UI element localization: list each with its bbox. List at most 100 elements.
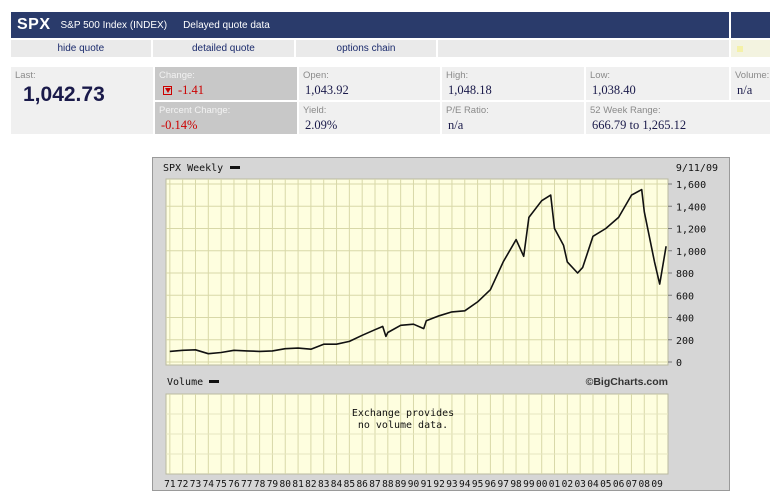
options-chain-link[interactable]: options chain [296, 40, 436, 57]
delay-note: Delayed quote data [183, 19, 270, 31]
high-cell: High: 1,048.18 [442, 67, 584, 100]
x-tick-label: 07 [626, 479, 637, 490]
price-chart-svg: SPX Weekly 9/11/09 1,600 1,400 1,200 1,000 8… [153, 158, 729, 490]
header-bar-extension [731, 12, 770, 38]
x-tick-label: 05 [600, 479, 611, 490]
y-tick-label: 600 [676, 291, 694, 302]
x-tick-label: 96 [485, 479, 497, 490]
x-tick-label: 92 [433, 479, 444, 490]
percent-change-cell: Percent Change: -0.14% [155, 102, 297, 134]
low-label: Low: [590, 70, 611, 81]
percent-change-label: Percent Change: [159, 105, 231, 116]
nav-marker [737, 46, 743, 52]
x-tick-label: 73 [190, 479, 201, 490]
y-tick-label: 1,400 [676, 202, 706, 213]
x-tick-label: 02 [562, 479, 573, 490]
range-to: to [629, 118, 640, 132]
volume-title: Volume [167, 377, 203, 388]
x-tick-label: 86 [356, 479, 368, 490]
last-price-cell: Last: 1,042.73 [11, 67, 153, 134]
range-cell: 52 Week Range: 666.79 to 1,265.12 [586, 102, 770, 134]
range-label: 52 Week Range: [590, 105, 661, 116]
x-tick-label: 98 [510, 479, 522, 490]
x-tick-label: 87 [369, 479, 380, 490]
x-tick-label: 89 [395, 479, 407, 490]
y-tick-label: 200 [676, 336, 694, 347]
yield-value: 2.09% [305, 118, 338, 132]
last-label: Last: [15, 70, 36, 81]
x-tick-label: 08 [639, 479, 651, 490]
y-tick-label: 1,200 [676, 225, 706, 236]
quote-nav: hide quote detailed quote options chain [11, 40, 730, 57]
low-value: 1,038.40 [592, 83, 636, 97]
nav-spacer [437, 40, 730, 57]
index-name: S&P 500 Index (INDEX) [60, 19, 168, 31]
price-chart: SPX Weekly 9/11/09 1,600 1,400 1,200 1,000 8… [152, 157, 730, 491]
last-price: 1,042.73 [23, 83, 105, 106]
change-value-wrap: -1.41 [163, 83, 204, 98]
hide-quote-link[interactable]: hide quote [11, 40, 151, 57]
high-label: High: [446, 70, 469, 81]
x-tick-label: 01 [549, 479, 561, 490]
x-tick-label: 00 [536, 479, 548, 490]
volume-grid [166, 394, 668, 474]
x-tick-label: 04 [587, 479, 599, 490]
pe-label: P/E Ratio: [446, 105, 489, 116]
quote-header-bar: SPX S&P 500 Index (INDEX) Delayed quote … [11, 12, 729, 38]
change-cell: Change: -1.41 [155, 67, 297, 100]
open-label: Open: [303, 70, 329, 81]
price-plot-area [165, 178, 669, 366]
chart-legend-swatch [230, 166, 240, 169]
y-tick-label: 400 [676, 314, 694, 325]
x-tick-label: 95 [472, 479, 483, 490]
chart-date: 9/11/09 [676, 163, 718, 174]
no-volume-line-1: Exchange provides [352, 408, 454, 419]
bigcharts-watermark: ©BigCharts.com [586, 376, 668, 388]
x-tick-label: 03 [574, 479, 585, 490]
y-tick-label: 1,000 [676, 247, 706, 258]
x-tick-label: 80 [280, 479, 292, 490]
x-tick-label: 72 [177, 479, 188, 490]
x-tick-label: 71 [164, 479, 176, 490]
y-tick-label: 1,600 [676, 180, 706, 191]
volume-label: Volume: [735, 70, 770, 81]
range-low: 666.79 [592, 118, 627, 132]
pe-value: n/a [448, 118, 464, 132]
x-tick-label: 81 [292, 479, 304, 490]
x-tick-label: 99 [523, 479, 535, 490]
volume-cell: Volume: n/a [731, 67, 770, 100]
pe-cell: P/E Ratio: n/a [442, 102, 584, 134]
chart-title: SPX Weekly [163, 163, 223, 174]
change-label: Change: [159, 70, 195, 81]
x-tick-label: 09 [651, 479, 663, 490]
percent-change-value: -0.14% [161, 118, 198, 132]
y-tick-label: 800 [676, 269, 694, 280]
range-high: 1,265.12 [642, 118, 687, 132]
x-tick-label: 91 [421, 479, 433, 490]
no-volume-line-2: no volume data. [358, 420, 448, 431]
yield-label: Yield: [303, 105, 327, 116]
y-axis-ticks: 1,600 1,400 1,200 1,000 800 600 400 200 0 [668, 180, 706, 369]
volume-value: n/a [737, 83, 753, 97]
high-value: 1,048.18 [448, 83, 492, 97]
down-arrow-icon [163, 86, 172, 95]
x-tick-label: 83 [318, 479, 329, 490]
nav-extension [731, 40, 770, 57]
detailed-quote-link[interactable]: detailed quote [152, 40, 295, 57]
open-cell: Open: 1,043.92 [299, 67, 440, 100]
x-tick-label: 88 [382, 479, 394, 490]
volume-legend-swatch [209, 380, 219, 383]
x-tick-label: 06 [613, 479, 625, 490]
x-tick-label: 74 [203, 479, 215, 490]
x-tick-label: 85 [344, 479, 355, 490]
price-grid [166, 179, 668, 365]
low-cell: Low: 1,038.40 [586, 67, 729, 100]
y-tick-label: 0 [676, 358, 682, 369]
open-value: 1,043.92 [305, 83, 349, 97]
x-tick-label: 97 [498, 479, 509, 490]
range-value: 666.79 to 1,265.12 [592, 118, 686, 133]
x-tick-label: 75 [215, 479, 226, 490]
x-tick-label: 79 [267, 479, 279, 490]
yield-cell: Yield: 2.09% [299, 102, 440, 134]
chart-title-strip [153, 158, 729, 178]
